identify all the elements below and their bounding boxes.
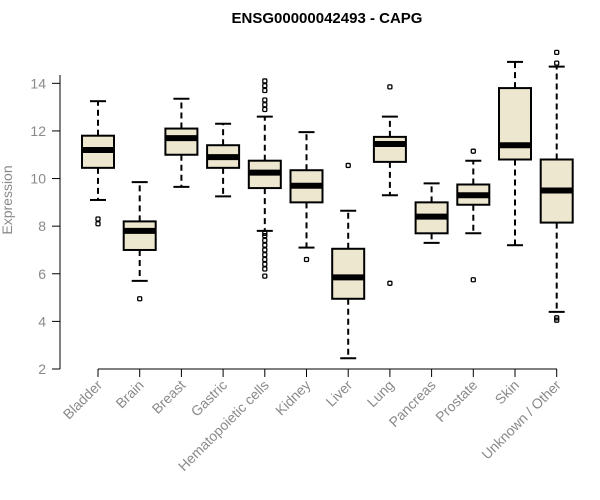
x-tick-label: Liver <box>323 377 356 410</box>
outlier-point <box>262 230 268 236</box>
outlier-point <box>470 277 476 283</box>
outlier-point <box>262 237 268 244</box>
box-group <box>206 122 241 198</box>
box-group <box>81 100 115 227</box>
y-ticks: 2 4 6 8 10 12 14 <box>30 75 60 377</box>
boxes <box>81 49 574 360</box>
box-group <box>164 97 199 188</box>
y-tick-label: 14 <box>30 75 46 91</box>
outlier-point <box>262 102 268 108</box>
y-tick-label: 12 <box>30 123 46 139</box>
outlier-point <box>137 296 143 302</box>
outlier-point <box>262 97 268 103</box>
box-group <box>456 148 491 283</box>
outlier-point <box>262 242 268 248</box>
box-group <box>498 60 532 247</box>
box-group <box>331 162 366 360</box>
outlier-point <box>262 106 268 113</box>
outlier-point <box>345 162 351 169</box>
outlier-point <box>387 84 393 90</box>
x-tick-label: Lung <box>364 377 397 410</box>
outlier-point <box>262 266 268 272</box>
outlier-point <box>262 252 268 258</box>
outlier-point <box>554 315 560 321</box>
chart-title: ENSG00000042493 - CAPG <box>232 10 423 27</box>
iqr-box <box>122 220 157 251</box>
y-tick-label: 4 <box>38 313 46 329</box>
outlier-point <box>303 256 310 263</box>
iqr-box <box>372 135 407 163</box>
box-group <box>247 78 282 279</box>
iqr-box <box>498 87 532 161</box>
x-tick-label: Unknown / Other <box>478 377 564 463</box>
outlier-point <box>262 273 268 279</box>
outlier-point <box>262 78 268 84</box>
outlier-point <box>554 60 560 66</box>
x-tick-label: Brain <box>112 377 146 411</box>
outlier-point <box>387 280 393 286</box>
x-tick-label: Breast <box>149 377 189 417</box>
box-group <box>122 181 157 302</box>
outlier-point <box>95 221 101 227</box>
x-tick-label: Kidney <box>272 377 314 419</box>
outlier-point <box>262 87 268 94</box>
outlier-point <box>262 256 268 263</box>
box-group <box>539 49 574 323</box>
outlier-point <box>262 261 268 267</box>
y-tick-label: 2 <box>38 361 46 377</box>
iqr-box <box>164 127 199 156</box>
outlier-point <box>470 148 476 154</box>
outlier-point <box>262 83 268 89</box>
x-tick-label: Bladder <box>60 377 106 423</box>
y-tick-label: 8 <box>38 218 46 234</box>
box-group <box>414 182 449 244</box>
box-group <box>289 131 324 263</box>
x-tick-label: Prostate <box>432 377 480 425</box>
y-tick-label: 10 <box>30 171 46 187</box>
outlier-point <box>95 216 101 222</box>
outlier-point <box>554 49 560 56</box>
box-group <box>372 84 407 286</box>
outlier-point <box>262 247 268 253</box>
iqr-box <box>331 247 366 300</box>
y-axis-label: Expression <box>0 165 15 234</box>
y-tick-label: 6 <box>38 266 46 282</box>
x-tick-label: Skin <box>492 377 523 408</box>
